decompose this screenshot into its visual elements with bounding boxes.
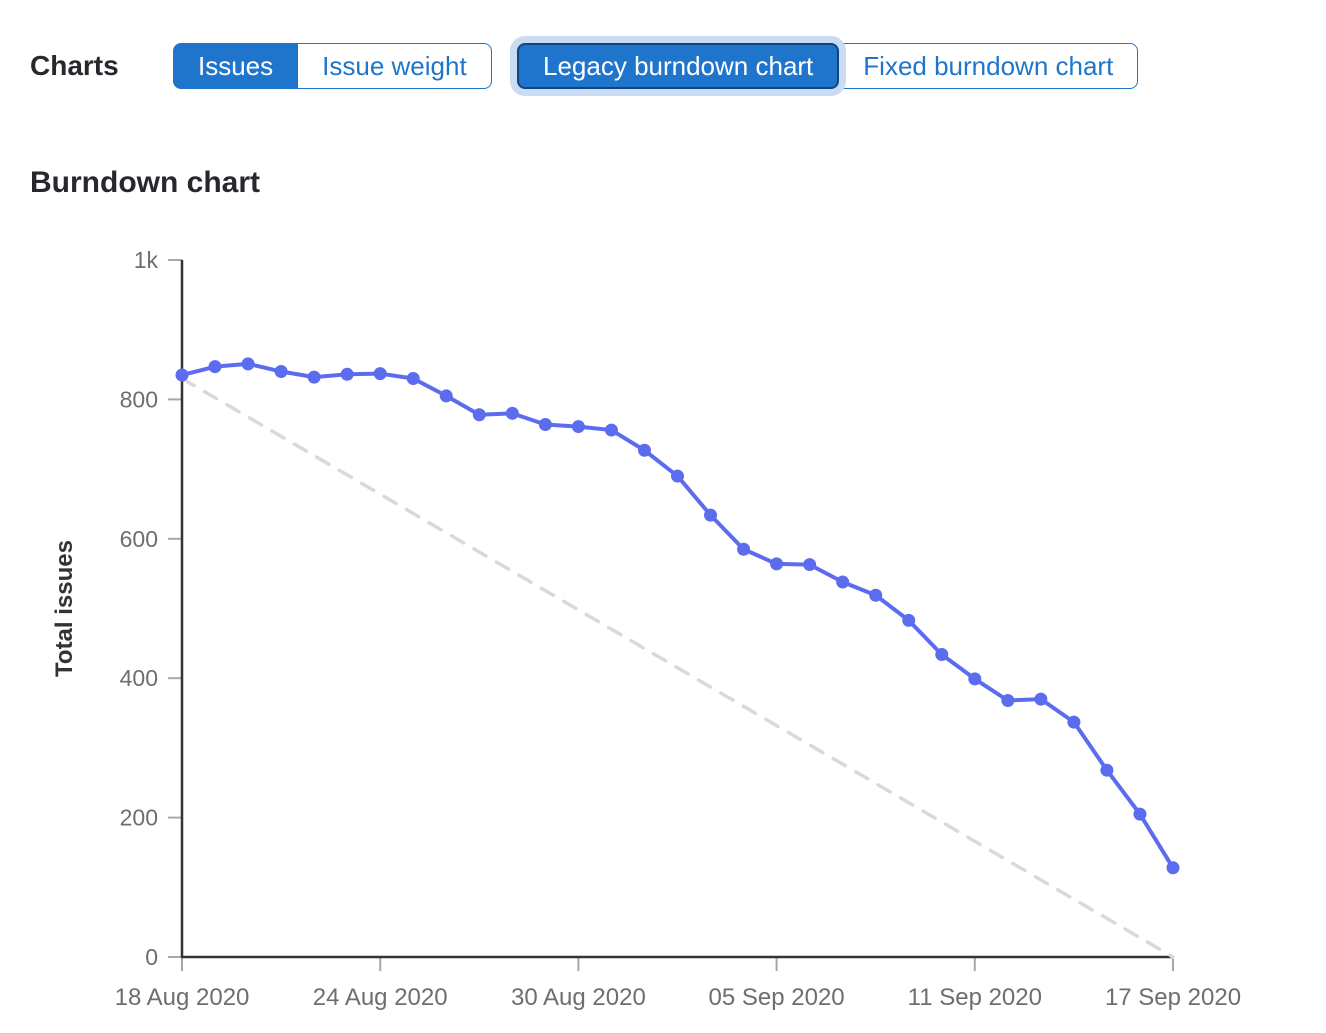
data-point[interactable]	[604, 423, 618, 437]
y-axis-tick-label: 600	[120, 526, 158, 552]
burndown-chart-svg: 0 200 400 600 800 1k 18 Aug 2020 24 Aug 2020 30 …	[51, 247, 1241, 1011]
data-point[interactable]	[373, 367, 387, 381]
page-title: Burndown chart	[30, 166, 260, 199]
data-point[interactable]	[340, 367, 354, 381]
y-axis-tick-label: 0	[145, 944, 158, 970]
y-axis-tick-label: 1k	[134, 247, 159, 273]
data-point[interactable]	[406, 371, 420, 385]
chart-type-toggle-group: Legacy burndown chart Fixed burndown cha…	[517, 43, 1139, 89]
fixed-burndown-chart-button[interactable]: Fixed burndown chart	[838, 43, 1139, 89]
data-point[interactable]	[208, 360, 222, 374]
data-point[interactable]	[704, 508, 718, 522]
data-point[interactable]	[1067, 715, 1081, 729]
data-point[interactable]	[869, 588, 883, 602]
data-point[interactable]	[803, 558, 817, 572]
data-point[interactable]	[1034, 692, 1048, 706]
data-point[interactable]	[935, 648, 949, 662]
data-point[interactable]	[1100, 763, 1114, 777]
data-point[interactable]	[671, 469, 684, 483]
x-axis-tick-label: 11 Sep 2020	[908, 984, 1042, 1011]
x-axis-tick-label: 05 Sep 2020	[709, 984, 845, 1011]
data-point[interactable]	[637, 443, 651, 457]
data-point[interactable]	[505, 406, 519, 420]
data-point[interactable]	[1001, 694, 1015, 708]
x-axis-tick-label: 17 Sep 2020	[1105, 984, 1241, 1011]
data-point[interactable]	[737, 542, 751, 556]
x-axis-tick-label: 24 Aug 2020	[313, 984, 448, 1011]
data-point[interactable]	[274, 365, 288, 379]
data-point[interactable]	[571, 420, 585, 434]
data-point[interactable]	[770, 557, 784, 571]
data-point[interactable]	[1133, 807, 1147, 821]
burndown-line	[180, 361, 1175, 870]
y-axis-title: Total issues	[51, 540, 78, 677]
data-point[interactable]	[241, 357, 255, 371]
y-axis-tick-label: 400	[120, 665, 158, 691]
toggle-issue-weight-button[interactable]: Issue weight	[297, 43, 492, 89]
toggle-issues-button[interactable]: Issues	[173, 43, 299, 89]
burndown-chart: 0 200 400 600 800 1k 18 Aug 2020 24 Aug 2020 30 …	[0, 230, 1326, 1028]
data-point[interactable]	[307, 370, 321, 384]
charts-label: Charts	[30, 50, 119, 81]
data-point[interactable]	[1166, 861, 1180, 875]
guideline-dashed-line	[180, 376, 1175, 959]
data-point[interactable]	[439, 389, 453, 403]
data-point[interactable]	[902, 613, 916, 627]
y-axis-tick-label: 200	[120, 805, 158, 831]
data-point[interactable]	[836, 575, 850, 589]
charts-toolbar: Charts Issues Issue weight Legacy burndo…	[0, 43, 1326, 89]
legacy-burndown-chart-button[interactable]: Legacy burndown chart	[517, 43, 840, 89]
data-point[interactable]	[538, 417, 552, 431]
data-point[interactable]	[472, 408, 486, 422]
metric-toggle-group: Issues Issue weight	[173, 43, 492, 89]
x-axis-tick-label: 30 Aug 2020	[511, 984, 646, 1011]
y-axis-tick-label: 800	[120, 386, 158, 412]
x-axis-tick-label: 18 Aug 2020	[115, 984, 250, 1011]
data-point[interactable]	[968, 672, 982, 686]
data-point[interactable]	[175, 368, 189, 382]
